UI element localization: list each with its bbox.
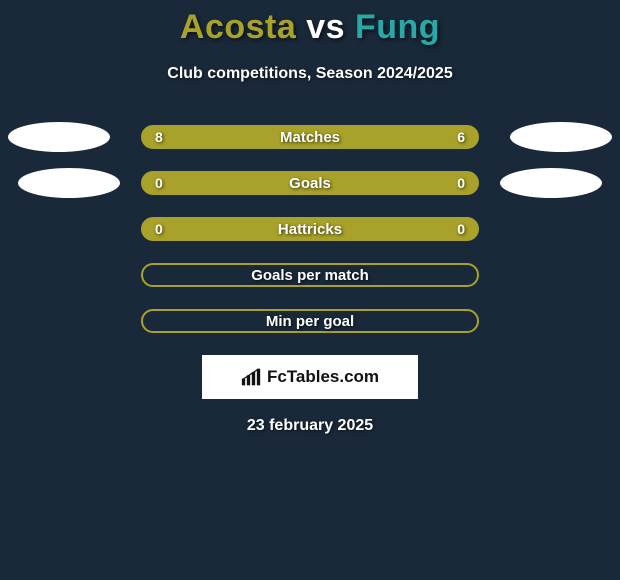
- right-ellipse: [510, 122, 612, 152]
- stat-label: Matches: [280, 129, 340, 146]
- stats-rows: 8 Matches 6 0 Goals 0 0 Hattricks 0 Goals per mat…: [0, 125, 620, 333]
- stat-bar: Min per goal: [141, 309, 479, 333]
- right-ellipse: [500, 168, 602, 198]
- stat-row: 8 Matches 6: [0, 125, 620, 149]
- stat-left-value: 8: [155, 129, 163, 145]
- vs-text: vs: [296, 8, 355, 46]
- infographic-container: Acosta vs Fung Club competitions, Season…: [0, 0, 620, 435]
- stat-right-value: 0: [457, 221, 465, 237]
- stat-left-value: 0: [155, 221, 163, 237]
- stat-bar: 8 Matches 6: [141, 125, 479, 149]
- stat-bar: 0 Goals 0: [141, 171, 479, 195]
- brand-box[interactable]: FcTables.com: [202, 355, 418, 399]
- stat-label: Goals per match: [251, 267, 369, 284]
- player2-name: Fung: [355, 8, 440, 46]
- date-text: 23 february 2025: [247, 417, 373, 435]
- stat-bar: Goals per match: [141, 263, 479, 287]
- stat-label: Hattricks: [278, 221, 342, 238]
- stat-right-value: 0: [457, 175, 465, 191]
- stat-left-value: 0: [155, 175, 163, 191]
- stat-bar: 0 Hattricks 0: [141, 217, 479, 241]
- stat-label: Goals: [289, 175, 331, 192]
- player1-name: Acosta: [180, 8, 296, 46]
- stat-label: Min per goal: [266, 313, 354, 330]
- stat-right-value: 6: [457, 129, 465, 145]
- left-ellipse: [18, 168, 120, 198]
- page-title: Acosta vs Fung: [180, 8, 440, 47]
- stat-row: 0 Goals 0: [0, 171, 620, 195]
- stat-row: Goals per match: [0, 263, 620, 287]
- bars-icon: [241, 368, 261, 386]
- subtitle: Club competitions, Season 2024/2025: [167, 65, 452, 83]
- stat-row: Min per goal: [0, 309, 620, 333]
- stat-row: 0 Hattricks 0: [0, 217, 620, 241]
- left-ellipse: [8, 122, 110, 152]
- brand-text: FcTables.com: [267, 367, 379, 387]
